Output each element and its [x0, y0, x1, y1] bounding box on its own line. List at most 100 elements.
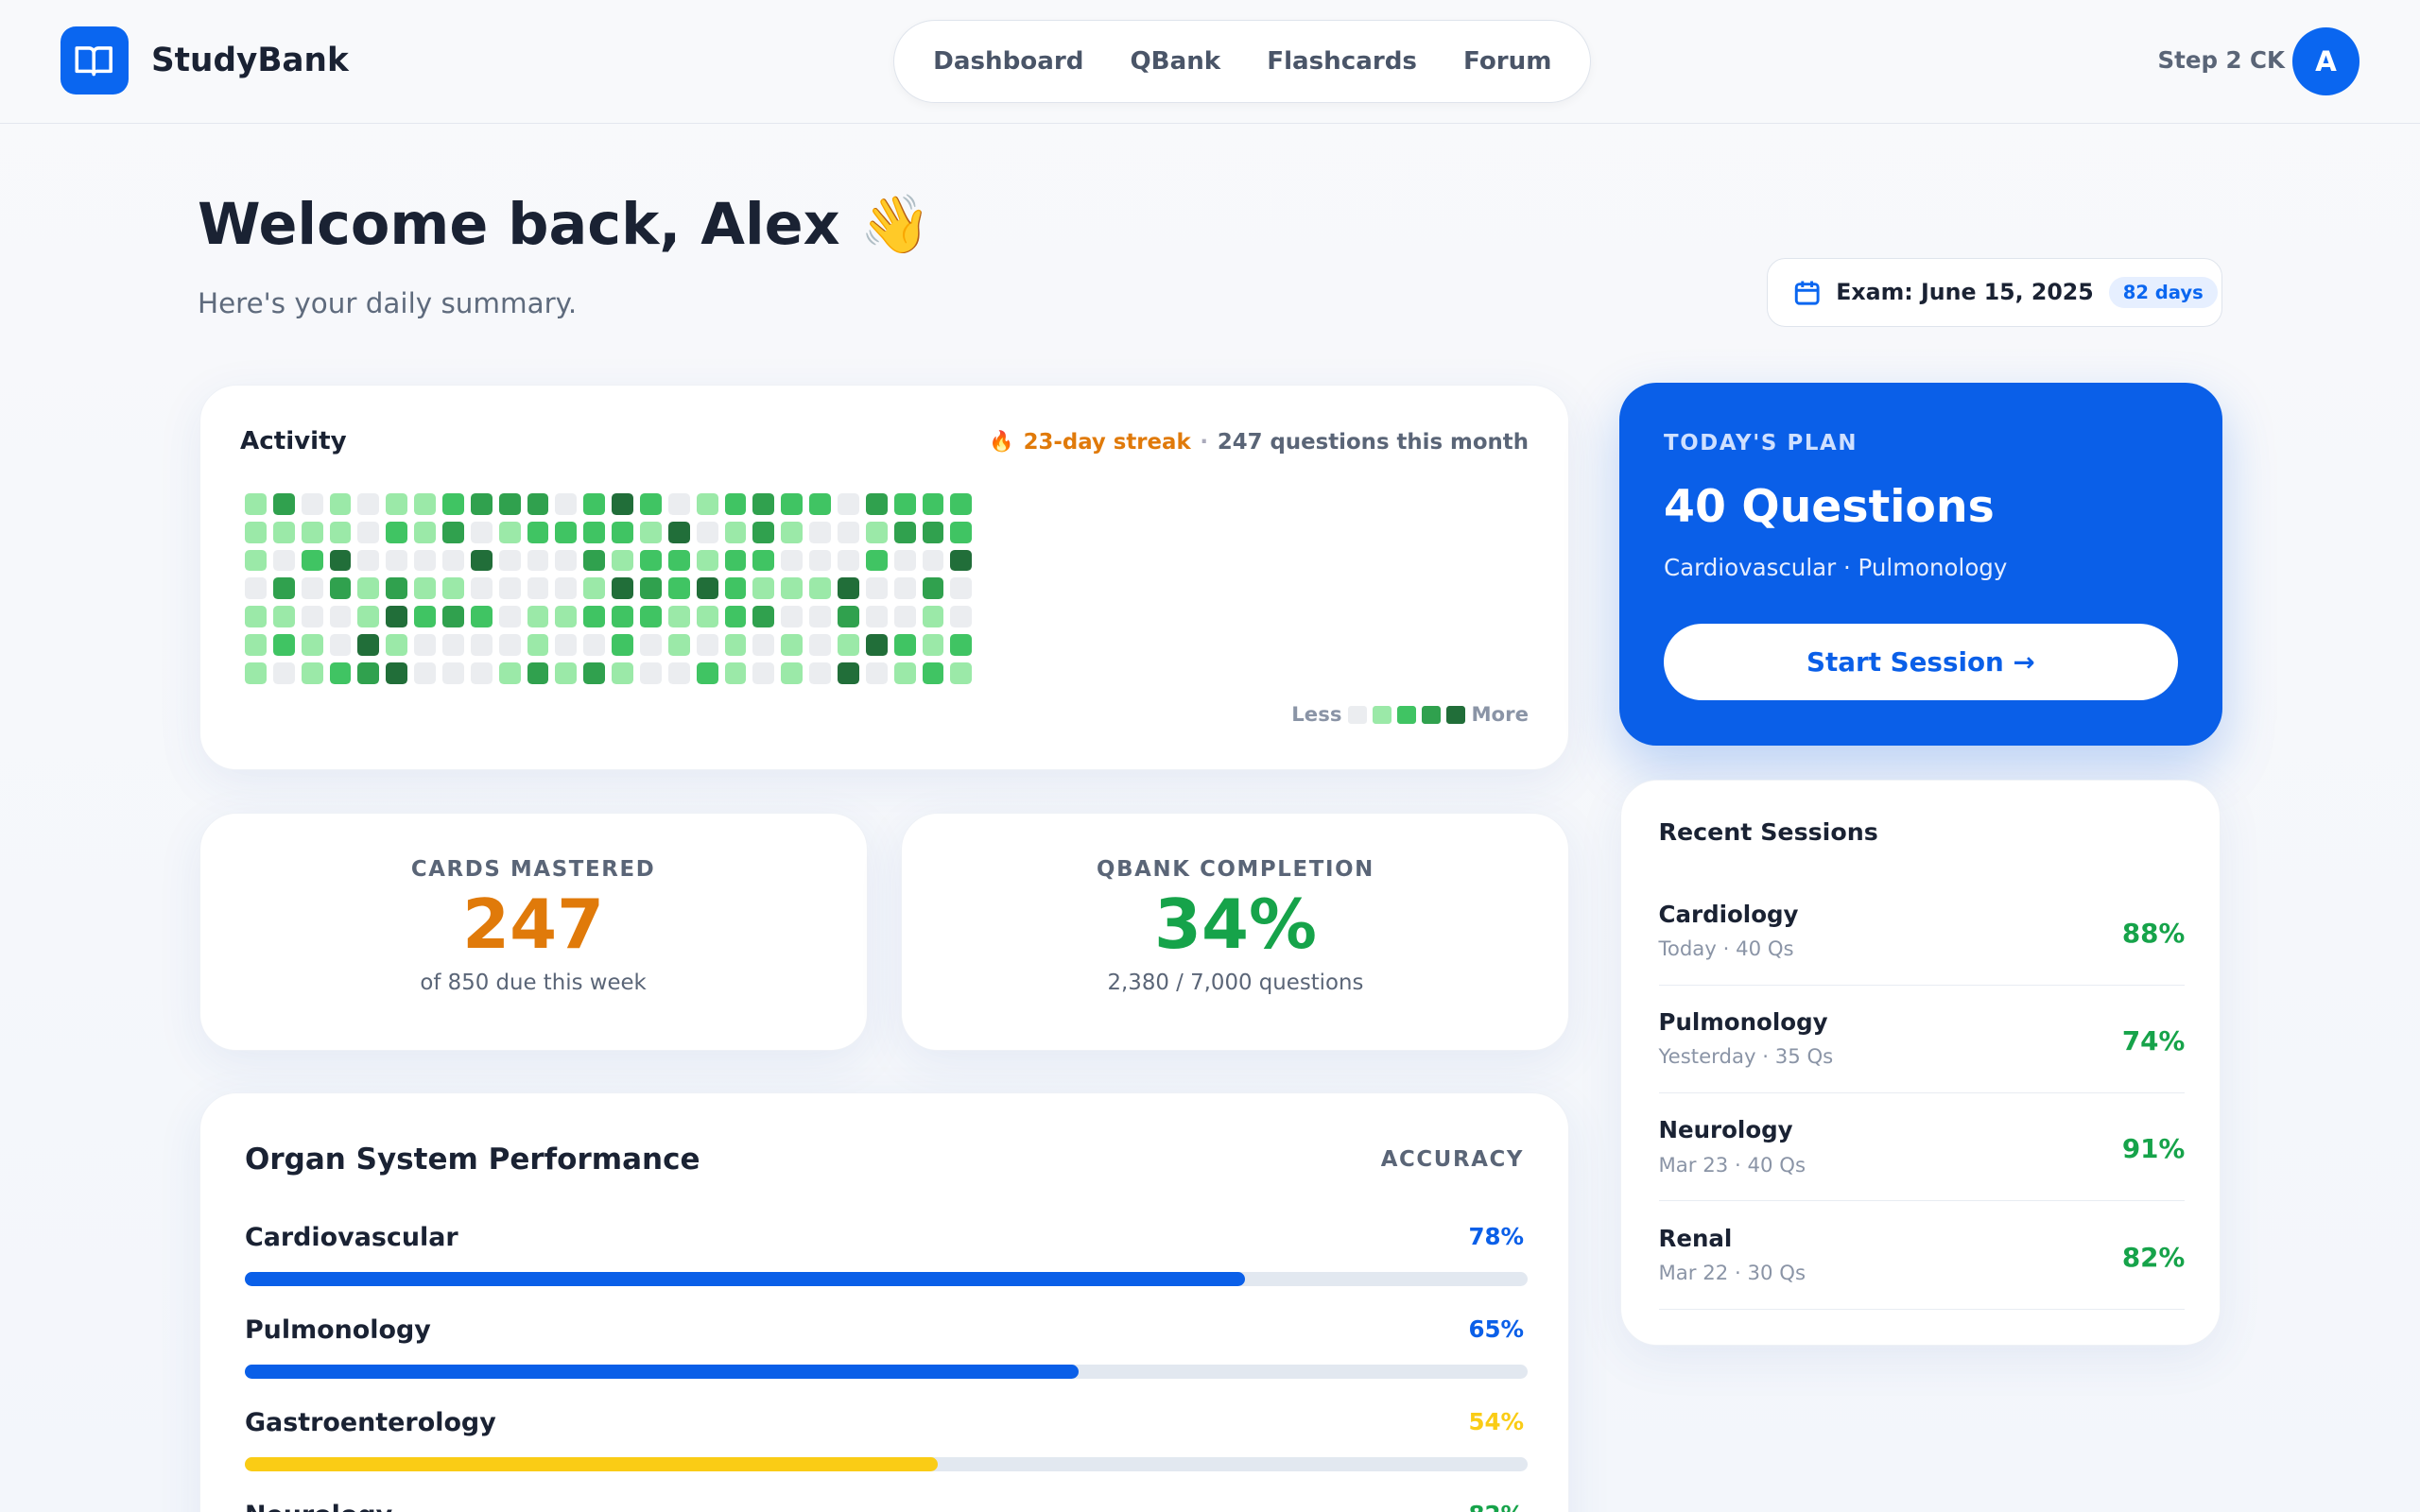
- heatmap-cell[interactable]: [527, 577, 549, 600]
- heatmap-cell[interactable]: [809, 521, 831, 543]
- heatmap-cell[interactable]: [441, 492, 464, 515]
- heatmap-cell[interactable]: [752, 606, 775, 628]
- heatmap-cell[interactable]: [583, 662, 606, 684]
- heatmap-cell[interactable]: [639, 634, 662, 656]
- heatmap-cell[interactable]: [272, 577, 295, 600]
- session-item[interactable]: Neurology Mar 23 · 40 Qs 91%: [1658, 1093, 2186, 1202]
- heatmap-cell[interactable]: [950, 549, 973, 572]
- heatmap-cell[interactable]: [922, 521, 944, 543]
- heatmap-cell[interactable]: [555, 662, 578, 684]
- heatmap-cell[interactable]: [470, 577, 493, 600]
- heatmap-cell[interactable]: [329, 549, 352, 572]
- session-item[interactable]: Pulmonology Yesterday · 35 Qs 74%: [1658, 986, 2186, 1093]
- heatmap-cell[interactable]: [244, 634, 267, 656]
- heatmap-cell[interactable]: [527, 662, 549, 684]
- heatmap-cell[interactable]: [414, 492, 436, 515]
- heatmap-cell[interactable]: [667, 549, 690, 572]
- heatmap-cell[interactable]: [583, 606, 606, 628]
- heatmap-cell[interactable]: [639, 521, 662, 543]
- heatmap-cell[interactable]: [752, 662, 775, 684]
- heatmap-cell[interactable]: [612, 634, 633, 656]
- heatmap-cell[interactable]: [667, 634, 690, 656]
- heatmap-cell[interactable]: [470, 662, 493, 684]
- heatmap-cell[interactable]: [329, 577, 352, 600]
- heatmap-cell[interactable]: [470, 521, 493, 543]
- heatmap-cell[interactable]: [244, 662, 267, 684]
- heatmap-cell[interactable]: [583, 577, 606, 600]
- heatmap-cell[interactable]: [414, 606, 436, 628]
- nav-qbank[interactable]: QBank: [1130, 47, 1221, 77]
- heatmap-cell[interactable]: [357, 549, 380, 572]
- heatmap-cell[interactable]: [922, 662, 944, 684]
- heatmap-cell[interactable]: [272, 549, 295, 572]
- heatmap-cell[interactable]: [441, 662, 464, 684]
- heatmap-cell[interactable]: [272, 634, 295, 656]
- heatmap-cell[interactable]: [809, 577, 831, 600]
- heatmap-cell[interactable]: [583, 521, 606, 543]
- heatmap-cell[interactable]: [612, 492, 633, 515]
- heatmap-cell[interactable]: [724, 577, 747, 600]
- heatmap-cell[interactable]: [893, 577, 916, 600]
- heatmap-cell[interactable]: [639, 492, 662, 515]
- heatmap-cell[interactable]: [414, 634, 436, 656]
- heatmap-cell[interactable]: [386, 549, 408, 572]
- heatmap-cell[interactable]: [950, 662, 973, 684]
- heatmap-cell[interactable]: [781, 577, 804, 600]
- heatmap-cell[interactable]: [386, 577, 408, 600]
- heatmap-cell[interactable]: [950, 492, 973, 515]
- heatmap-cell[interactable]: [724, 634, 747, 656]
- nav-flashcards[interactable]: Flashcards: [1267, 47, 1417, 77]
- heatmap-cell[interactable]: [922, 549, 944, 572]
- heatmap-cell[interactable]: [724, 662, 747, 684]
- heatmap-cell[interactable]: [752, 577, 775, 600]
- heatmap-cell[interactable]: [555, 492, 578, 515]
- heatmap-cell[interactable]: [301, 577, 323, 600]
- heatmap-cell[interactable]: [612, 577, 633, 600]
- exam-date-pill[interactable]: Exam: June 15, 2025 82 days: [1767, 257, 2223, 328]
- heatmap-cell[interactable]: [329, 492, 352, 515]
- heatmap-cell[interactable]: [441, 577, 464, 600]
- heatmap-cell[interactable]: [441, 634, 464, 656]
- heatmap-cell[interactable]: [441, 606, 464, 628]
- heatmap-cell[interactable]: [301, 492, 323, 515]
- heatmap-cell[interactable]: [639, 577, 662, 600]
- heatmap-cell[interactable]: [781, 492, 804, 515]
- heatmap-cell[interactable]: [667, 521, 690, 543]
- heatmap-cell[interactable]: [329, 606, 352, 628]
- heatmap-cell[interactable]: [555, 549, 578, 572]
- heatmap-cell[interactable]: [244, 521, 267, 543]
- heatmap-cell[interactable]: [639, 606, 662, 628]
- heatmap-cell[interactable]: [696, 662, 718, 684]
- heatmap-cell[interactable]: [865, 577, 888, 600]
- heatmap-cell[interactable]: [527, 606, 549, 628]
- heatmap-cell[interactable]: [922, 577, 944, 600]
- heatmap-cell[interactable]: [696, 521, 718, 543]
- heatmap-cell[interactable]: [809, 606, 831, 628]
- heatmap-cell[interactable]: [838, 492, 859, 515]
- heatmap-cell[interactable]: [386, 492, 408, 515]
- heatmap-cell[interactable]: [414, 549, 436, 572]
- heatmap-cell[interactable]: [244, 606, 267, 628]
- heatmap-cell[interactable]: [414, 521, 436, 543]
- heatmap-cell[interactable]: [244, 549, 267, 572]
- heatmap-cell[interactable]: [386, 521, 408, 543]
- heatmap-cell[interactable]: [781, 549, 804, 572]
- heatmap-cell[interactable]: [555, 577, 578, 600]
- heatmap-cell[interactable]: [696, 549, 718, 572]
- heatmap-cell[interactable]: [498, 662, 521, 684]
- heatmap-cell[interactable]: [893, 492, 916, 515]
- heatmap-cell[interactable]: [386, 662, 408, 684]
- heatmap-cell[interactable]: [272, 492, 295, 515]
- heatmap-cell[interactable]: [329, 662, 352, 684]
- heatmap-cell[interactable]: [527, 492, 549, 515]
- heatmap-cell[interactable]: [470, 549, 493, 572]
- heatmap-cell[interactable]: [272, 662, 295, 684]
- heatmap-cell[interactable]: [357, 606, 380, 628]
- heatmap-cell[interactable]: [357, 662, 380, 684]
- heatmap-cell[interactable]: [555, 606, 578, 628]
- heatmap-cell[interactable]: [950, 577, 973, 600]
- heatmap-cell[interactable]: [667, 577, 690, 600]
- heatmap-cell[interactable]: [781, 634, 804, 656]
- heatmap-cell[interactable]: [752, 634, 775, 656]
- heatmap-cell[interactable]: [809, 549, 831, 572]
